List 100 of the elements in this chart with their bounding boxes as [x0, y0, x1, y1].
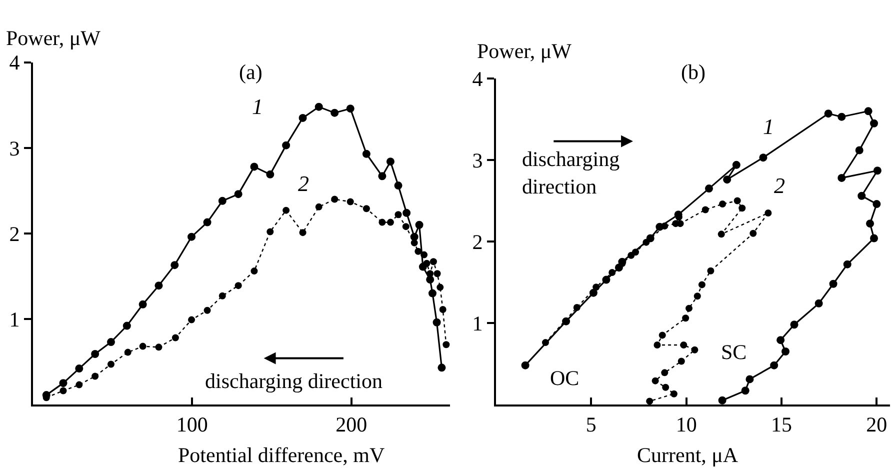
point: [698, 281, 706, 288]
point: [658, 332, 666, 339]
y-axis-title: Power, μW: [6, 26, 101, 50]
point: [234, 282, 242, 290]
point: [315, 203, 322, 210]
point: [234, 190, 242, 198]
point: [702, 206, 709, 214]
point: [719, 200, 726, 208]
point: [829, 280, 838, 288]
x-tick-label: 5: [586, 412, 596, 437]
point: [723, 176, 732, 184]
point: [386, 218, 394, 226]
point: [154, 282, 163, 290]
y-tick-label: 1: [472, 311, 483, 336]
point: [776, 336, 785, 344]
point: [838, 112, 846, 121]
point: [204, 306, 211, 314]
y-tick-label: 3: [472, 148, 483, 172]
annotation: discharging direction: [522, 147, 620, 198]
point: [402, 223, 410, 230]
x-tick-label: 15: [771, 412, 792, 437]
point: [139, 342, 146, 350]
point: [415, 220, 424, 229]
point: [521, 361, 530, 370]
point: [298, 114, 307, 122]
point: [434, 270, 441, 278]
point: [573, 304, 580, 311]
point: [138, 300, 147, 308]
point: [542, 339, 549, 346]
point: [824, 110, 832, 118]
point: [218, 292, 226, 300]
point: [873, 166, 882, 175]
point: [76, 381, 83, 388]
point: [866, 220, 874, 228]
y-tick-label: 2: [472, 230, 483, 254]
point: [782, 348, 790, 356]
point: [188, 316, 196, 324]
point: [870, 119, 878, 128]
y-tick-label: 4: [9, 50, 20, 75]
point: [346, 104, 354, 113]
point: [858, 192, 866, 200]
series-label: 1: [763, 114, 774, 139]
point: [250, 268, 258, 275]
point: [632, 248, 640, 256]
point: [750, 230, 757, 237]
chart-title: (b): [681, 60, 706, 84]
point: [124, 348, 132, 356]
point: [402, 208, 411, 217]
point: [870, 234, 878, 242]
point: [678, 358, 685, 365]
point: [426, 276, 434, 284]
point: [155, 344, 162, 351]
point: [203, 218, 212, 226]
x-axis-title: Potential difference, mV: [178, 443, 385, 467]
point: [106, 338, 115, 346]
point: [718, 396, 726, 404]
point: [426, 270, 434, 278]
point: [838, 174, 846, 182]
point: [718, 230, 725, 238]
point: [378, 218, 386, 226]
point: [439, 306, 446, 314]
point: [266, 228, 274, 236]
y-tick-label: 1: [9, 307, 20, 332]
y-tick-label: 4: [472, 66, 484, 91]
point: [764, 209, 772, 216]
series-label: 2: [298, 171, 309, 196]
x-axis-title: Current, μA: [637, 443, 739, 467]
point: [410, 239, 418, 246]
point: [432, 318, 441, 326]
point: [442, 341, 450, 348]
chart-title: (a): [239, 60, 262, 84]
point: [414, 248, 422, 255]
y-tick-label: 2: [9, 222, 20, 246]
point: [394, 211, 402, 218]
point: [661, 222, 668, 230]
x-tick-label: 10: [676, 412, 697, 437]
point: [362, 150, 370, 158]
point: [680, 341, 688, 348]
x-tick-label: 20: [866, 412, 888, 437]
y-axis-title: Power, μW: [477, 39, 572, 63]
point: [172, 334, 179, 342]
point: [75, 364, 84, 373]
point: [642, 238, 650, 246]
y-tick-label: 3: [9, 136, 20, 160]
point: [691, 346, 698, 354]
point: [676, 220, 684, 228]
point: [661, 369, 668, 376]
point: [662, 384, 670, 391]
point: [438, 364, 446, 372]
point: [314, 102, 323, 111]
point: [790, 320, 798, 329]
point: [734, 197, 741, 204]
point: [250, 162, 258, 171]
series-label: 1: [252, 94, 263, 119]
point: [741, 386, 750, 395]
point: [59, 379, 68, 388]
point: [436, 284, 444, 291]
point: [266, 170, 274, 178]
point: [608, 268, 616, 276]
point: [386, 158, 394, 166]
